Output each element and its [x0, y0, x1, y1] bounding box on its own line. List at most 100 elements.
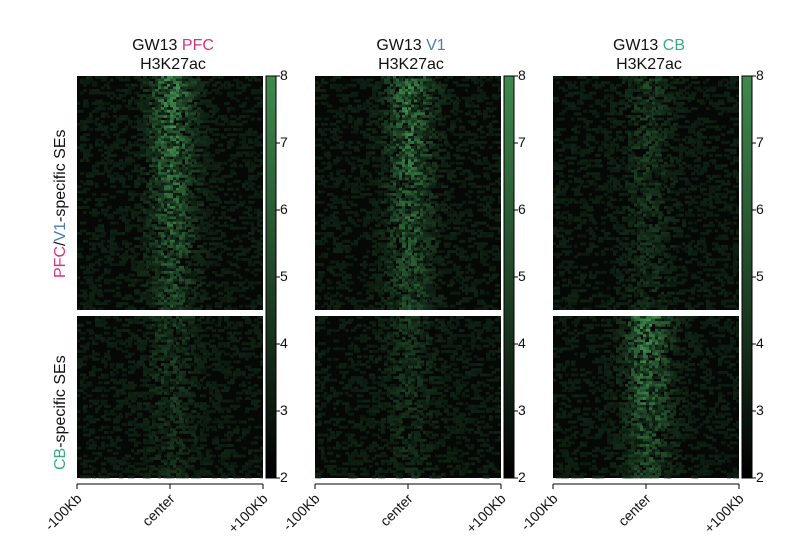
heatmap-cell [194, 219, 198, 222]
heatmap-cell [381, 159, 385, 162]
heatmap-cell [209, 397, 212, 400]
heatmap-cell [134, 289, 140, 292]
heatmap-cell [149, 170, 156, 173]
heatmap-cell [152, 434, 156, 437]
heatmap-cell [176, 426, 183, 429]
heatmap-cell [101, 227, 104, 230]
heatmap-cell [453, 175, 457, 178]
heatmap-cell [390, 170, 393, 173]
heatmap-cell [218, 170, 221, 173]
heatmap-cell [185, 326, 189, 329]
heatmap-cell [98, 229, 105, 232]
heatmap-cell [462, 79, 469, 82]
heatmap-cell [110, 289, 115, 292]
heatmap-cell [92, 193, 96, 196]
heatmap-cell [215, 405, 221, 408]
heatmap-cell [227, 110, 231, 113]
heatmap-cell [438, 89, 445, 92]
heatmap-cell [324, 118, 329, 121]
heatmap-cell [245, 297, 250, 300]
heatmap-cell [104, 102, 111, 105]
heatmap-cell [209, 345, 216, 348]
heatmap-cell [197, 307, 202, 310]
heatmap-cell [245, 131, 251, 134]
heatmap-cell [471, 115, 476, 118]
heatmap-cell [158, 123, 165, 126]
heatmap-cell [128, 159, 135, 162]
heatmap-cell [152, 305, 157, 308]
heatmap-cell [80, 190, 87, 193]
heatmap-cell [170, 332, 173, 335]
heatmap-cell [318, 170, 324, 173]
heatmap-cell [101, 198, 107, 201]
heatmap-cell [393, 81, 397, 84]
heatmap-cell [212, 384, 218, 387]
heatmap-cell [110, 105, 115, 108]
heatmap-cell [188, 123, 191, 126]
heatmap-cell [83, 105, 89, 108]
heatmap-cell [182, 297, 185, 300]
heatmap-cell [95, 183, 98, 186]
heatmap-cell [173, 353, 176, 356]
heatmap-cell [197, 245, 203, 248]
heatmap-cell [435, 110, 442, 113]
heatmap-cell [113, 144, 119, 147]
heatmap-cell [215, 366, 222, 369]
heatmap-cell [146, 112, 152, 115]
heatmap-cell [191, 345, 196, 348]
heatmap-cell [399, 120, 402, 123]
heatmap-cell [203, 112, 209, 115]
heatmap-cell [182, 214, 186, 217]
heatmap-cell [315, 196, 319, 199]
heatmap-cell [495, 84, 500, 87]
heatmap-cell [182, 329, 187, 332]
heatmap-cell [98, 405, 102, 408]
heatmap-cell [420, 193, 423, 196]
heatmap-cell [405, 94, 408, 97]
heatmap-cell [161, 447, 166, 450]
heatmap-cell [227, 373, 233, 376]
heatmap-cell [164, 279, 167, 282]
heatmap-cell [227, 454, 231, 457]
heatmap-cell [125, 146, 132, 149]
heatmap-cell [128, 224, 135, 227]
heatmap-cell [95, 353, 100, 356]
heatmap-cell [188, 263, 191, 266]
heatmap-cell [260, 219, 263, 222]
heatmap-cell [339, 141, 345, 144]
heatmap-cell [251, 229, 255, 232]
heatmap-cell [233, 289, 240, 292]
heatmap-cell [200, 219, 204, 222]
heatmap-cell [176, 324, 182, 327]
heatmap-cell [251, 402, 254, 405]
heatmap-cell [107, 289, 110, 292]
heatmap-cell [98, 302, 101, 305]
heatmap-cell [89, 180, 93, 183]
heatmap-cell [170, 289, 174, 292]
heatmap-cell [345, 180, 348, 183]
heatmap-cell [477, 86, 480, 89]
heatmap-cell [257, 224, 260, 227]
heatmap-cell [221, 245, 227, 248]
heatmap-cell [245, 133, 248, 136]
heatmap-cell [92, 120, 97, 123]
heatmap-cell [113, 222, 119, 225]
heatmap-cell [191, 350, 194, 353]
heatmap-cell [498, 183, 501, 186]
heatmap-cell [158, 235, 161, 238]
heatmap-cell [360, 183, 365, 186]
heatmap-cell [227, 407, 231, 410]
heatmap-cell [212, 190, 217, 193]
heatmap-cell [164, 324, 167, 327]
heatmap-cell [357, 149, 360, 152]
heatmap-cell [197, 167, 203, 170]
heatmap-cell [143, 334, 147, 337]
heatmap-cell [417, 188, 420, 191]
heatmap-cell [185, 379, 188, 382]
heatmap-cell [107, 206, 112, 209]
heatmap-cell [119, 468, 124, 471]
heatmap-cell [224, 115, 227, 118]
heatmap-cell [420, 112, 425, 115]
heatmap-cell [221, 452, 228, 455]
heatmap-cell [239, 353, 245, 356]
